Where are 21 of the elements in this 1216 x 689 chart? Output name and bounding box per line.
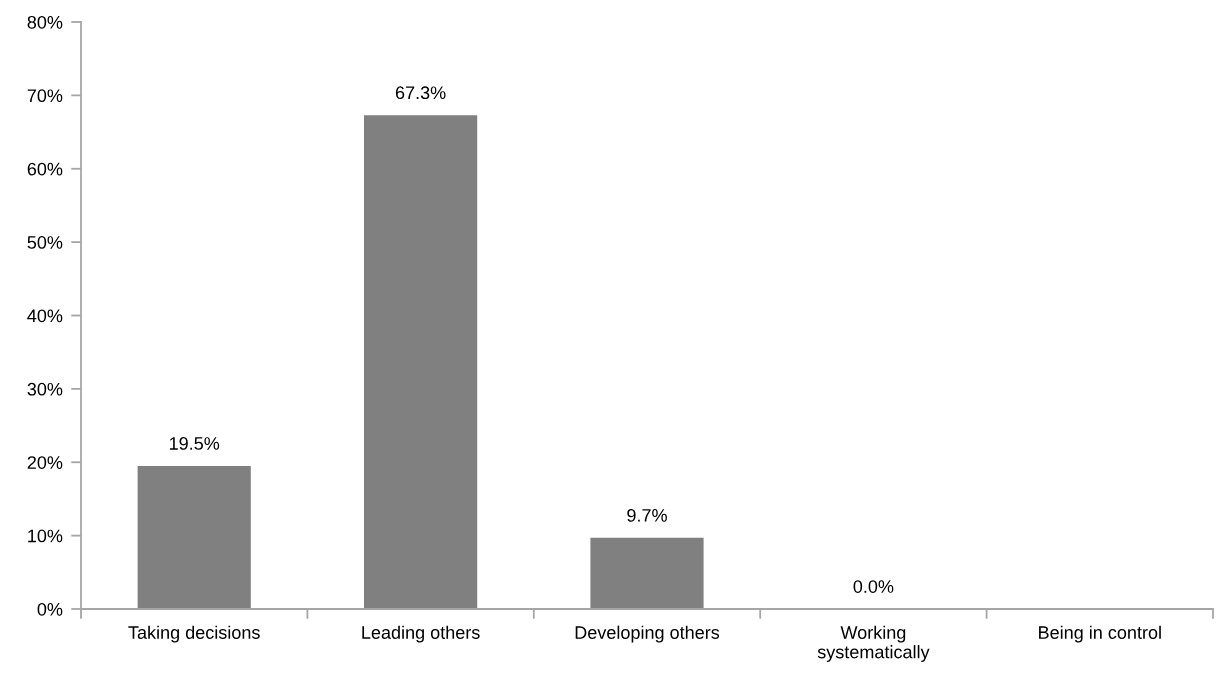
y-tick-label: 10% bbox=[28, 529, 63, 543]
data-label: 9.7% bbox=[627, 508, 667, 522]
x-tick-label: Leading others bbox=[362, 625, 480, 643]
bar bbox=[137, 465, 251, 609]
data-label: 67.3% bbox=[395, 86, 446, 100]
x-tick-label: Working systematically bbox=[817, 625, 930, 662]
y-tick-label: 70% bbox=[27, 89, 63, 103]
x-tick-label: Developing others bbox=[575, 625, 720, 643]
y-tick-label: 20% bbox=[27, 456, 63, 469]
bar bbox=[590, 537, 704, 609]
y-tick-label: 30% bbox=[27, 382, 63, 396]
y-tick-label: 80% bbox=[27, 15, 63, 29]
data-label: 19.5% bbox=[169, 437, 220, 450]
y-tick-label: 40% bbox=[27, 309, 63, 323]
x-tick-label: Being in control bbox=[1039, 625, 1161, 643]
data-label: 0.0% bbox=[853, 580, 894, 593]
y-tick-label: 50% bbox=[27, 236, 63, 249]
x-tick-label: Taking decisions bbox=[128, 625, 260, 643]
bar bbox=[364, 115, 478, 609]
y-tick-label: 0% bbox=[37, 602, 63, 616]
y-tick-label: 60% bbox=[27, 162, 63, 176]
